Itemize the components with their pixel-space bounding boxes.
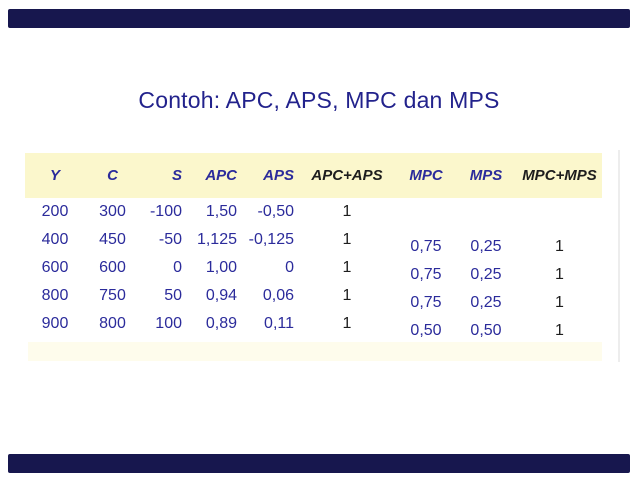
cell-mpc-plus-mps: 1 (555, 238, 564, 255)
cell-s: -50 (158, 231, 182, 248)
cell-c: 600 (99, 259, 126, 276)
cell-mpc-plus-mps: 1 (555, 322, 564, 339)
bottom-decoration-bar (8, 454, 630, 473)
cell-apc: 0,94 (205, 287, 237, 304)
cell-apc-plus-aps: 1 (342, 203, 352, 220)
cell-c: 300 (99, 203, 126, 220)
cell-apc-plus-aps: 1 (342, 259, 352, 276)
cell-y: 600 (41, 259, 69, 276)
cell-s: 50 (164, 287, 182, 304)
cell-aps: -0,125 (248, 231, 294, 248)
cell-mpc: 0,50 (410, 322, 442, 339)
column-header-y: Y (49, 167, 60, 184)
column-header-apc: APC (205, 167, 237, 184)
cell-s: 0 (173, 259, 182, 276)
table-row: 900 800 100 0,89 0,11 1 0,50 0,50 1 (25, 310, 602, 339)
table-row: 800 750 50 0,94 0,06 1 0,75 0,25 1 (25, 282, 602, 311)
cell-y: 800 (41, 287, 69, 304)
table-row: 600 600 0 1,00 0 1 0,75 0,25 1 (25, 254, 602, 283)
cell-apc: 0,89 (205, 315, 237, 332)
cell-mpc: 0,75 (410, 238, 442, 255)
cell-aps: -0,50 (257, 203, 294, 220)
cell-mpc: 0,75 (410, 294, 442, 311)
cell-apc-plus-aps: 1 (342, 231, 352, 248)
cell-mps: 0,25 (470, 238, 502, 255)
cell-mps: 0,25 (470, 294, 502, 311)
cell-s: 100 (155, 315, 182, 332)
top-decoration-bar (8, 9, 630, 28)
column-header-aps: APS (263, 167, 294, 184)
column-header-mps: MPS (469, 167, 503, 184)
cell-aps: 0 (285, 259, 294, 276)
cell-apc: 1,50 (205, 203, 237, 220)
cell-aps: 0,06 (262, 287, 294, 304)
cell-y: 400 (41, 231, 69, 248)
column-header-c: C (107, 167, 118, 184)
cell-c: 750 (99, 287, 126, 304)
column-header-s: S (171, 167, 182, 184)
cell-mpc-plus-mps: 1 (555, 266, 564, 283)
cell-mps: 0,50 (470, 322, 502, 339)
cell-s: -100 (149, 203, 182, 220)
cell-mps: 0,25 (470, 266, 502, 283)
right-edge-line (618, 150, 620, 362)
table-row: 400 450 -50 1,125 -0,125 1 0,75 0,25 1 (25, 226, 602, 255)
column-header-mpc: MPC (409, 167, 443, 184)
data-table: Y C S APC APS APC+APS MPC MPS MPC+MPS 20… (25, 153, 602, 361)
table-row: 200 300 -100 1,50 -0,50 1 (25, 198, 602, 226)
cell-c: 450 (99, 231, 126, 248)
table-header-row: Y C S APC APS APC+APS MPC MPS MPC+MPS (25, 153, 602, 198)
cell-y: 900 (41, 315, 69, 332)
cell-y: 200 (41, 203, 69, 220)
cell-apc-plus-aps: 1 (342, 315, 352, 332)
column-header-apc-plus-aps: APC+APS (311, 167, 383, 184)
cell-aps: 0,11 (264, 315, 294, 332)
table-footer-strip (28, 342, 602, 361)
cell-c: 800 (99, 315, 126, 332)
slide-title: Contoh: APC, APS, MPC dan MPS (138, 87, 500, 113)
column-header-mpc-plus-mps: MPC+MPS (522, 167, 597, 184)
cell-mpc-plus-mps: 1 (555, 294, 564, 311)
cell-mpc: 0,75 (410, 266, 442, 283)
cell-apc: 1,125 (196, 231, 237, 248)
cell-apc-plus-aps: 1 (342, 287, 352, 304)
cell-apc: 1,00 (205, 259, 237, 276)
